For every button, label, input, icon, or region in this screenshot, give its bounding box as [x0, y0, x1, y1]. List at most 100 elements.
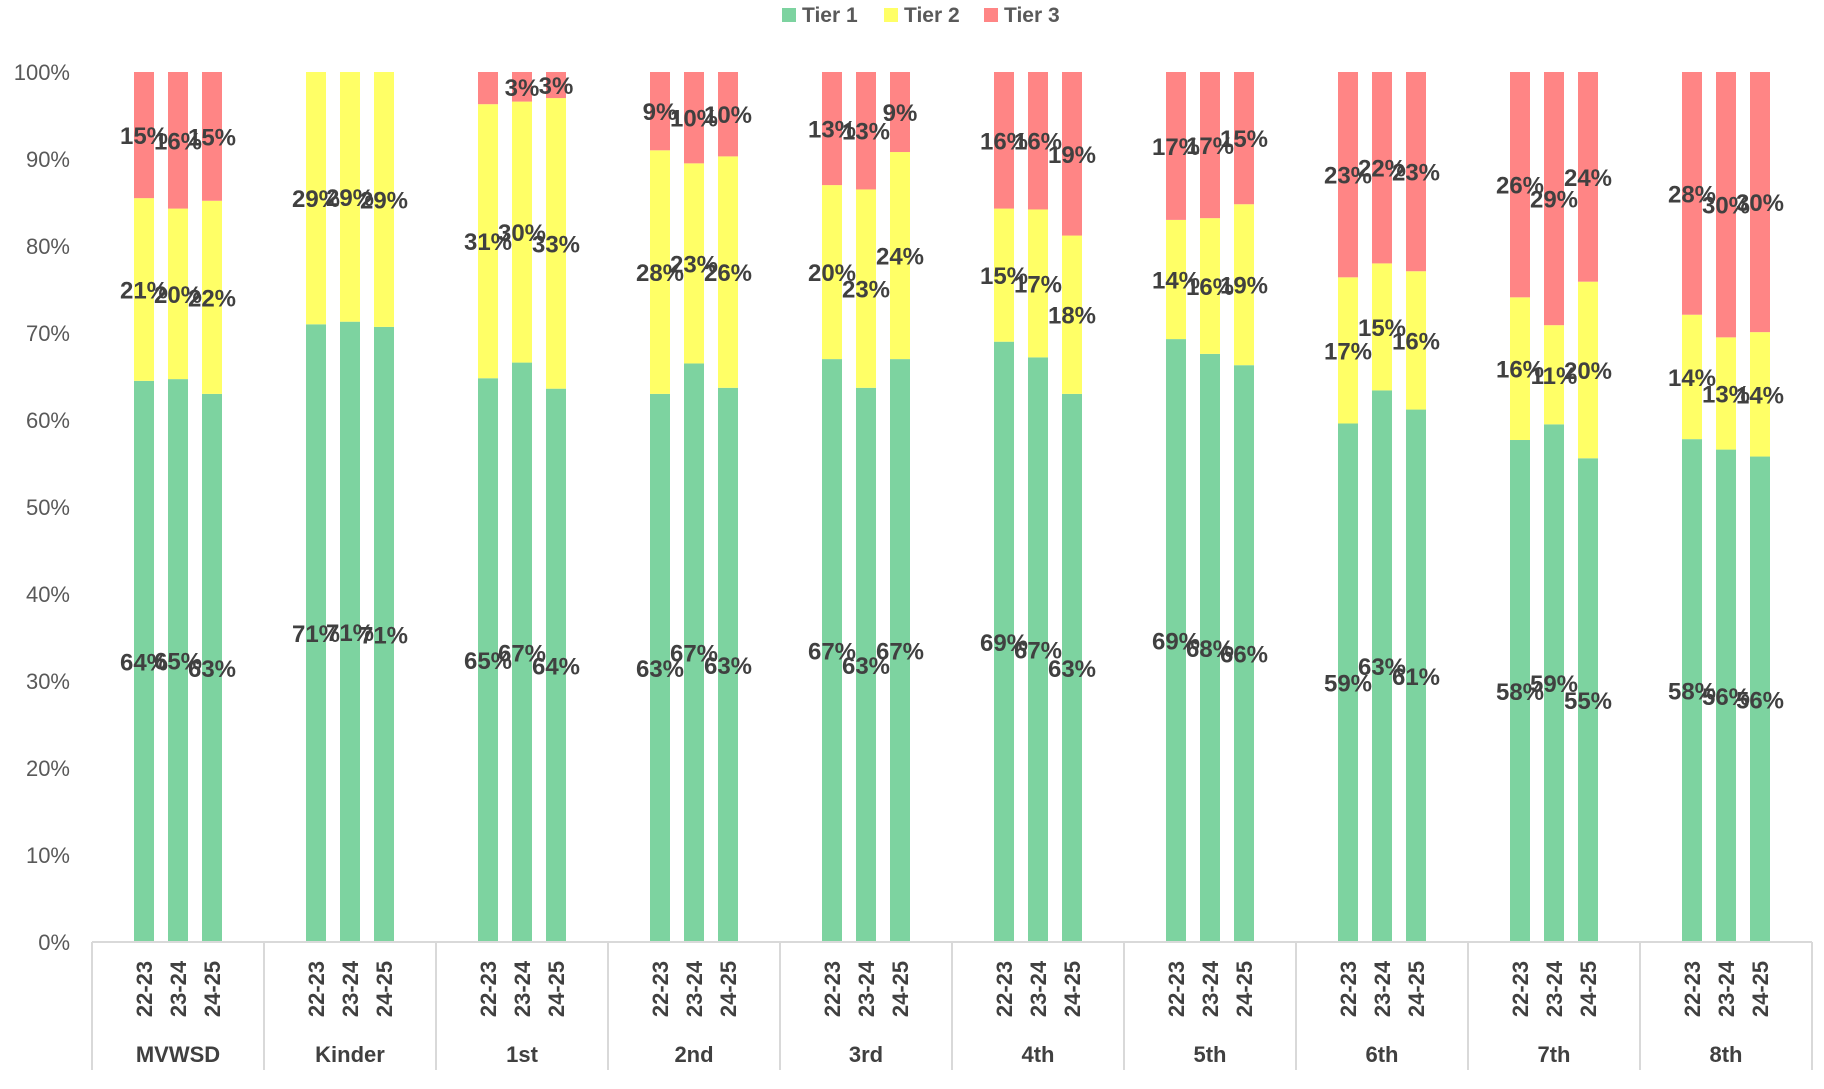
data-label: 31%: [464, 229, 512, 256]
data-label: 17%: [1324, 338, 1372, 365]
bar-segment-tier-1: [1406, 409, 1426, 942]
data-label: 71%: [326, 620, 374, 647]
data-label: 22%: [1358, 156, 1406, 183]
y-tick-label: 100%: [14, 60, 70, 85]
data-label: 33%: [532, 231, 580, 258]
x-tick-label: 23-24: [1714, 960, 1739, 1017]
bar-segment-tier-1: [890, 359, 910, 943]
y-tick-label: 90%: [26, 147, 70, 172]
data-label: 16%: [1496, 357, 1544, 384]
data-label: 16%: [154, 128, 202, 155]
bar-segment-tier-1: [340, 321, 360, 942]
bar-segment-tier-1: [684, 363, 704, 942]
y-tick-label: 10%: [26, 843, 70, 868]
data-label: 17%: [1186, 133, 1234, 160]
bar-segment-tier-3: [202, 72, 222, 201]
data-label: 71%: [292, 621, 340, 648]
bar-segment-tier-1: [1062, 393, 1082, 942]
data-label: 24%: [876, 244, 924, 271]
data-label: 16%: [980, 128, 1028, 155]
bar-segment-tier-2: [1338, 277, 1358, 424]
bar-segment-tier-2: [1716, 337, 1736, 450]
data-label: 3%: [505, 75, 540, 102]
data-label: 14%: [1736, 382, 1784, 409]
bar-segment-tier-3: [890, 72, 910, 153]
data-label: 14%: [1152, 267, 1200, 294]
data-label: 20%: [154, 282, 202, 309]
data-label: 9%: [643, 99, 678, 126]
data-label: 15%: [980, 263, 1028, 290]
data-label: 15%: [1220, 126, 1268, 153]
bar-segment-tier-2: [478, 104, 498, 379]
y-tick-label: 70%: [26, 321, 70, 346]
bar-segment-tier-3: [478, 72, 498, 105]
data-label: 63%: [1358, 654, 1406, 681]
legend-label: Tier 3: [1004, 4, 1060, 27]
x-tick-label: 22-23: [648, 961, 673, 1017]
data-label: 61%: [1392, 664, 1440, 691]
x-tick-label: 24-25: [1060, 961, 1085, 1017]
x-tick-label: 24-25: [1576, 961, 1601, 1017]
x-tick-label: 22-23: [992, 961, 1017, 1017]
bar-segment-tier-2: [1062, 235, 1082, 394]
bar-segment-tier-3: [1544, 72, 1564, 326]
data-label: 56%: [1736, 687, 1784, 714]
data-label: 63%: [188, 656, 236, 683]
legend-label: Tier 2: [904, 4, 960, 27]
bar-segment-tier-3: [1028, 72, 1048, 210]
bar-segment-tier-1: [168, 379, 188, 942]
bar-segment-tier-1: [478, 378, 498, 942]
data-label: 16%: [1392, 328, 1440, 355]
bar-segment-tier-2: [1578, 281, 1598, 459]
bar-segment-tier-3: [168, 72, 188, 209]
bar-segment-tier-2: [718, 156, 738, 388]
data-label: 21%: [120, 278, 168, 305]
data-label: 58%: [1668, 679, 1716, 706]
bar-segment-tier-1: [1200, 353, 1220, 942]
x-tick-label: 23-24: [682, 960, 707, 1017]
data-label: 13%: [808, 117, 856, 144]
data-label: 13%: [1702, 381, 1750, 408]
x-tick-label: 24-25: [1404, 961, 1429, 1017]
x-group-label: Kinder: [315, 1042, 385, 1067]
bar-segment-tier-1: [718, 387, 738, 942]
data-label: 23%: [842, 277, 890, 304]
data-label: 28%: [636, 260, 684, 287]
bar-segment-tier-2: [1406, 271, 1426, 410]
bar-segment-tier-2: [1750, 332, 1770, 457]
data-label: 63%: [1048, 656, 1096, 683]
bar-segment-tier-3: [1510, 72, 1530, 298]
data-label: 64%: [120, 649, 168, 676]
x-tick-label: 24-25: [716, 961, 741, 1017]
bar-segment-tier-2: [822, 185, 842, 360]
data-label: 14%: [1668, 365, 1716, 392]
x-tick-label: 23-24: [1542, 960, 1567, 1017]
data-label: 23%: [1392, 160, 1440, 187]
data-label: 11%: [1531, 363, 1578, 390]
bar-segment-tier-2: [1510, 297, 1530, 441]
data-label: 66%: [1220, 642, 1268, 669]
x-tick-label: 24-25: [544, 961, 569, 1017]
x-group-label: 2nd: [674, 1042, 713, 1067]
bar-segment-tier-1: [374, 326, 394, 942]
data-label: 29%: [1530, 187, 1578, 214]
x-tick-label: 22-23: [1336, 961, 1361, 1017]
bar-segment-tier-2: [1166, 219, 1186, 340]
x-tick-label: 23-24: [166, 960, 191, 1017]
bar-segment-tier-3: [546, 72, 566, 99]
bar-segment-tier-3: [1406, 72, 1426, 272]
data-label: 28%: [1668, 181, 1716, 208]
bar-segment-tier-1: [1234, 365, 1254, 942]
data-label: 69%: [1152, 629, 1200, 656]
x-group-label: 7th: [1538, 1042, 1571, 1067]
x-group-label: 1st: [506, 1042, 538, 1067]
bar-segment-tier-2: [340, 72, 360, 322]
bar-segment-tier-3: [1338, 72, 1358, 278]
data-label: 30%: [498, 220, 546, 247]
bar-segment-tier-2: [1200, 218, 1220, 354]
x-tick-label: 24-25: [200, 961, 225, 1017]
y-tick-label: 60%: [26, 408, 70, 433]
x-tick-label: 23-24: [1198, 960, 1223, 1017]
x-tick-label: 23-24: [338, 960, 363, 1017]
bar-segment-tier-3: [1166, 72, 1186, 220]
